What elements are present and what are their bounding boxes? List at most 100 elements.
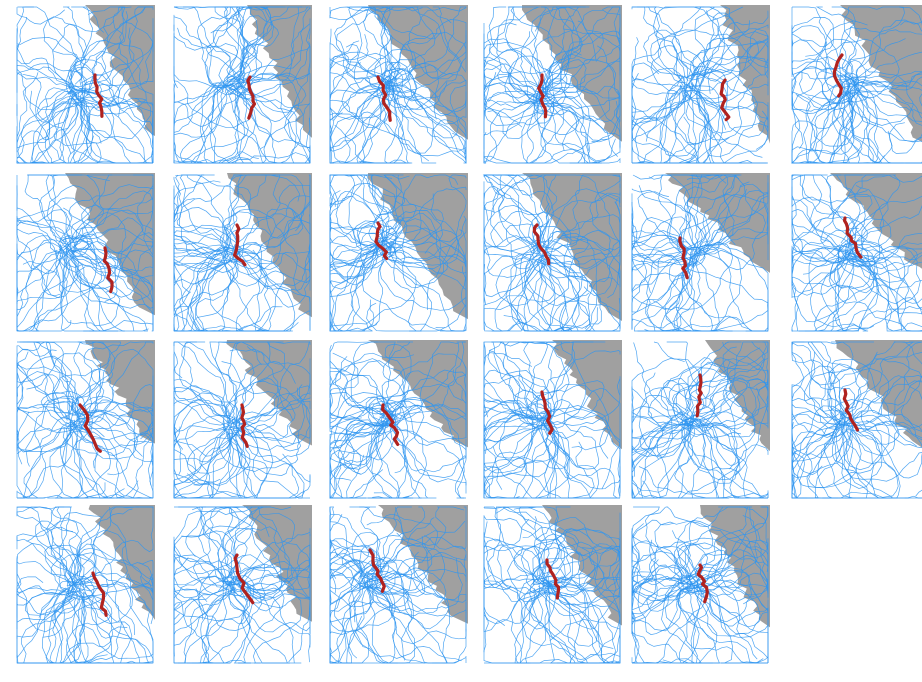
- map-panel: [482, 5, 622, 165]
- ensemble-track: [538, 198, 621, 260]
- map-panel-svg: [16, 505, 155, 664]
- highlight-track: [381, 403, 400, 446]
- ensemble-track: [173, 77, 234, 130]
- map-panel: [790, 173, 922, 333]
- ensemble-track: [173, 434, 237, 499]
- ensemble-track: [330, 220, 398, 332]
- ensemble-track: [233, 533, 311, 599]
- map-panel: [15, 5, 155, 165]
- ensemble-track: [683, 515, 769, 580]
- ensemble-track: [16, 92, 77, 164]
- ensemble-track: [72, 341, 153, 427]
- ensemble-track: [673, 537, 755, 601]
- ensemble-track: [484, 90, 551, 128]
- ensemble-track: [791, 186, 841, 259]
- ensemble-track: [692, 85, 769, 138]
- ensemble-track: [645, 377, 757, 438]
- ensemble-track: [537, 591, 621, 657]
- ensemble-track: [654, 506, 725, 576]
- ensemble-track: [386, 400, 425, 474]
- ensemble-track: [483, 574, 534, 625]
- ensemble-track: [329, 81, 404, 152]
- ensemble-track: [235, 174, 295, 270]
- ensemble-track: [329, 358, 388, 420]
- ensemble-track: [540, 6, 621, 96]
- ensemble-track: [488, 91, 580, 135]
- ensemble-track: [173, 251, 243, 332]
- highlight-track: [93, 73, 104, 118]
- ensemble-track: [483, 506, 565, 595]
- ensemble-track: [684, 20, 751, 88]
- ensemble-track: [852, 257, 922, 316]
- ensemble-track: [223, 575, 302, 664]
- ensemble-track: [329, 360, 406, 417]
- ensemble-track: [173, 387, 231, 435]
- ensemble-track: [850, 91, 922, 114]
- land-mass: [720, 5, 770, 144]
- ensemble-track: [552, 6, 621, 93]
- ensemble-track: [359, 557, 463, 613]
- ensemble-tracks: [16, 6, 154, 164]
- map-panel-svg: [631, 173, 770, 332]
- ensemble-track: [685, 506, 769, 583]
- map-panel: [630, 340, 770, 500]
- ensemble-track: [532, 9, 621, 88]
- ensemble-track: [16, 175, 75, 254]
- ensemble-track: [652, 241, 733, 310]
- ensemble-track: [859, 76, 922, 91]
- map-panel: [790, 5, 922, 165]
- ensemble-track: [16, 421, 72, 499]
- ensemble-track: [16, 17, 78, 98]
- ensemble-track: [696, 567, 769, 663]
- ensemble-track: [367, 506, 412, 589]
- ensemble-track: [524, 247, 590, 307]
- map-panel: [482, 173, 622, 333]
- ensemble-track: [483, 72, 545, 120]
- land-mass: [522, 5, 622, 142]
- ensemble-track: [16, 576, 69, 616]
- ensemble-track: [334, 7, 442, 88]
- ensemble-track: [791, 253, 850, 288]
- ensemble-track: [695, 191, 769, 250]
- ensemble-track: [228, 506, 253, 582]
- map-panel-svg: [16, 340, 155, 499]
- ensemble-track: [75, 27, 147, 117]
- highlight-track: [376, 75, 392, 122]
- ensemble-track: [349, 246, 397, 332]
- ensemble-track: [791, 422, 851, 445]
- ensemble-track: [840, 6, 905, 80]
- highlight-track: [240, 403, 249, 448]
- ensemble-track: [22, 341, 70, 421]
- ensemble-track: [633, 506, 696, 583]
- ensemble-track: [503, 507, 580, 596]
- ensemble-track: [227, 207, 304, 250]
- map-panel-svg: [790, 5, 922, 164]
- ensemble-track: [71, 552, 135, 636]
- ensemble-track: [498, 415, 570, 470]
- ensemble-track: [385, 85, 467, 125]
- ensemble-track: [329, 69, 394, 100]
- ensemble-track: [853, 70, 922, 98]
- ensemble-track: [637, 566, 701, 635]
- ensemble-track: [631, 37, 679, 95]
- ensemble-track: [348, 6, 405, 90]
- ensemble-track: [645, 250, 692, 332]
- ensemble-track: [808, 414, 890, 488]
- ensemble-track: [16, 7, 87, 87]
- ensemble-track: [59, 92, 94, 164]
- ensemble-track: [532, 533, 621, 597]
- ensemble-track: [542, 404, 599, 470]
- ensemble-track: [329, 400, 397, 435]
- ensemble-track: [483, 400, 534, 461]
- ensemble-track: [16, 543, 76, 618]
- ensemble-track: [354, 62, 418, 101]
- ensemble-track: [847, 375, 922, 429]
- ensemble-track: [689, 181, 750, 259]
- ensemble-track: [362, 535, 467, 595]
- ensemble-track: [71, 409, 154, 486]
- ensemble-track: [173, 536, 233, 603]
- ensemble-track: [329, 507, 373, 605]
- ensemble-track: [65, 415, 115, 499]
- ensemble-track: [173, 77, 272, 164]
- ensemble-track: [694, 71, 769, 150]
